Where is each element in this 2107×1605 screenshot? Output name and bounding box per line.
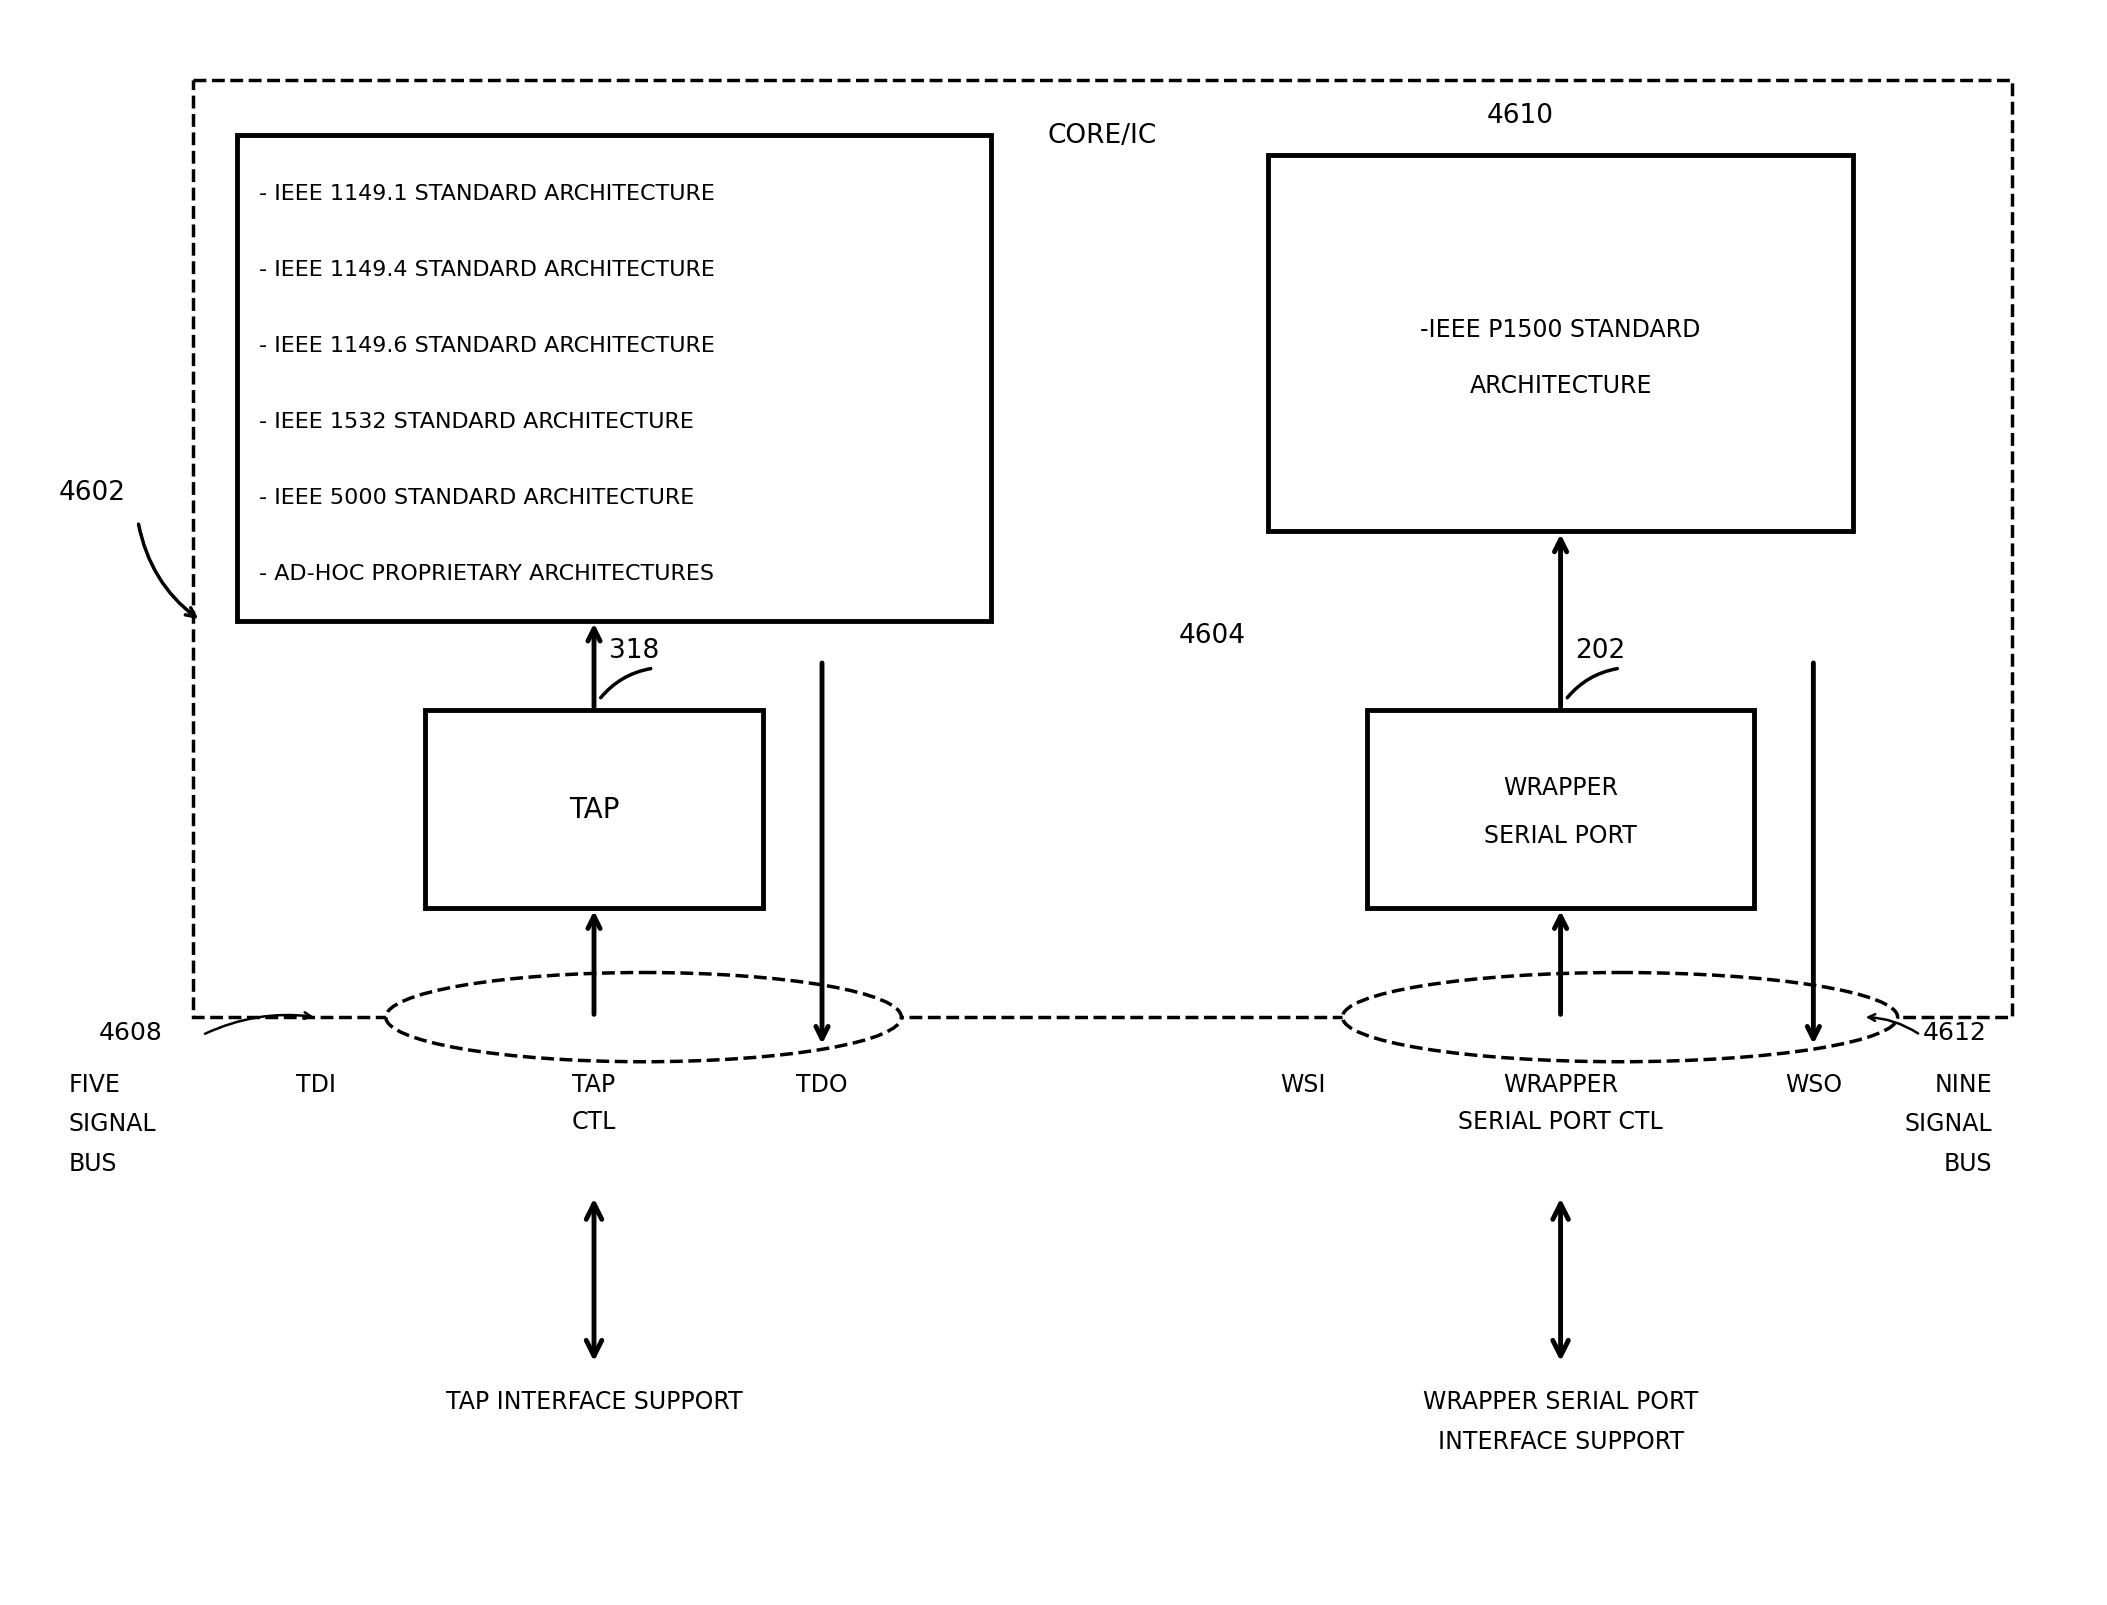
Text: WSO: WSO: [1785, 1072, 1842, 1096]
Bar: [1367, 711, 1753, 908]
Text: 4604: 4604: [1180, 623, 1245, 648]
Text: - IEEE 1149.4 STANDARD ARCHITECTURE: - IEEE 1149.4 STANDARD ARCHITECTURE: [259, 260, 714, 279]
Text: -IEEE P1500 STANDARD: -IEEE P1500 STANDARD: [1420, 318, 1700, 342]
Text: 4612: 4612: [1922, 1021, 1987, 1045]
Text: 4608: 4608: [99, 1021, 162, 1045]
Text: CORE/IC: CORE/IC: [1047, 122, 1157, 149]
Text: - AD-HOC PROPRIETARY ARCHITECTURES: - AD-HOC PROPRIETARY ARCHITECTURES: [259, 563, 714, 583]
Text: CTL: CTL: [571, 1109, 615, 1133]
Text: NINE: NINE: [1934, 1072, 1991, 1096]
Text: 4610: 4610: [1485, 103, 1553, 128]
Bar: [426, 711, 763, 908]
Text: SERIAL PORT: SERIAL PORT: [1483, 823, 1637, 847]
Text: WSI: WSI: [1281, 1072, 1325, 1096]
Text: BUS: BUS: [70, 1151, 118, 1175]
Text: 4602: 4602: [59, 480, 126, 506]
Ellipse shape: [1342, 973, 1898, 1063]
Text: - IEEE 5000 STANDARD ARCHITECTURE: - IEEE 5000 STANDARD ARCHITECTURE: [259, 488, 693, 507]
Text: TAP: TAP: [573, 1072, 615, 1096]
Text: SERIAL PORT CTL: SERIAL PORT CTL: [1458, 1109, 1662, 1133]
Text: WRAPPER: WRAPPER: [1502, 1072, 1618, 1096]
Text: SIGNAL: SIGNAL: [1905, 1112, 1991, 1136]
Text: 318: 318: [609, 637, 659, 664]
Text: WRAPPER: WRAPPER: [1502, 775, 1618, 799]
Text: - IEEE 1532 STANDARD ARCHITECTURE: - IEEE 1532 STANDARD ARCHITECTURE: [259, 411, 693, 432]
Text: - IEEE 1149.6 STANDARD ARCHITECTURE: - IEEE 1149.6 STANDARD ARCHITECTURE: [259, 335, 714, 355]
Bar: [192, 82, 2012, 1018]
Text: TAP INTERFACE SUPPORT: TAP INTERFACE SUPPORT: [447, 1388, 742, 1412]
Ellipse shape: [386, 973, 902, 1063]
Text: SIGNAL: SIGNAL: [70, 1112, 156, 1136]
Text: INTERFACE SUPPORT: INTERFACE SUPPORT: [1437, 1428, 1683, 1453]
Text: TDO: TDO: [796, 1072, 847, 1096]
Text: BUS: BUS: [1943, 1151, 1991, 1175]
Text: FIVE: FIVE: [70, 1072, 120, 1096]
Text: ARCHITECTURE: ARCHITECTURE: [1469, 374, 1652, 398]
Bar: [1268, 156, 1852, 531]
Text: TDI: TDI: [297, 1072, 337, 1096]
Text: WRAPPER SERIAL PORT: WRAPPER SERIAL PORT: [1422, 1388, 1698, 1412]
Text: TAP: TAP: [569, 796, 619, 823]
Text: 202: 202: [1576, 637, 1627, 664]
Text: - IEEE 1149.1 STANDARD ARCHITECTURE: - IEEE 1149.1 STANDARD ARCHITECTURE: [259, 183, 714, 204]
Bar: [238, 136, 990, 621]
